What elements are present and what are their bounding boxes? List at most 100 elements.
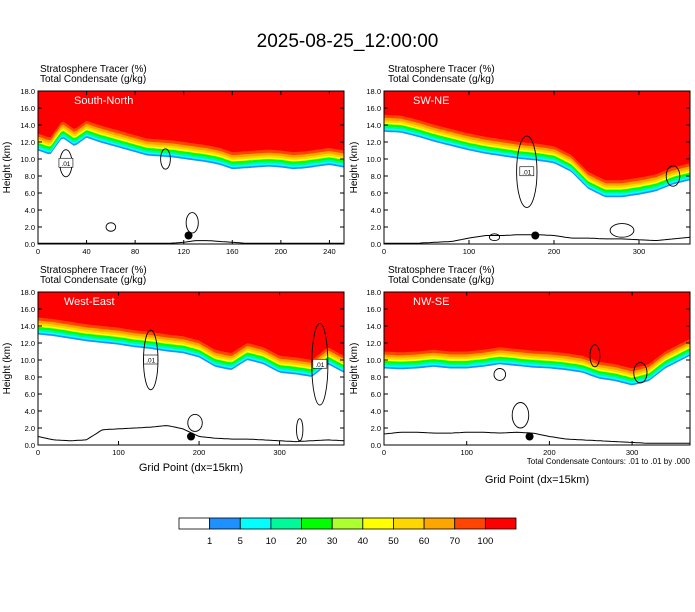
plot-area: .01 (38, 91, 344, 244)
y-tick-label: 16.0 (366, 305, 381, 314)
colorbar-level-label: 10 (266, 536, 277, 547)
terrain-line (384, 431, 690, 444)
condensate-contour (185, 212, 199, 234)
panel-header-line2: Total Condensate (g/kg) (388, 74, 494, 85)
y-tick-label: 6.0 (371, 390, 381, 399)
y-tick-label: 14.0 (366, 322, 381, 331)
y-tick-label: 2.0 (25, 424, 35, 433)
x-tick-label: 160 (226, 247, 239, 256)
panel-header-line1: Stratosphere Tracer (%) (40, 64, 147, 75)
y-axis-label: Height (km) (2, 142, 13, 194)
condensate-contour (160, 148, 171, 170)
terrain-line (38, 240, 344, 244)
plot-frame (37, 90, 345, 245)
y-tick-label: 8.0 (371, 172, 381, 181)
plot-area (384, 292, 690, 444)
colorbar-swatch (484, 517, 517, 530)
x-tick-label: 0 (36, 247, 40, 256)
y-tick-label: 8.0 (25, 373, 35, 382)
y-tick-label: 6.0 (371, 189, 381, 198)
condensate-contour (493, 368, 507, 381)
y-tick-label: 4.0 (25, 206, 35, 215)
y-tick-label: 10.0 (20, 155, 35, 164)
contour-label: .01 (146, 358, 155, 365)
colorbar-level-label: 30 (327, 536, 338, 547)
x-tick-label: 100 (460, 448, 473, 457)
contour-label: .01 (522, 169, 531, 176)
y-tick-label: 18.0 (366, 87, 381, 96)
x-tick-label: 200 (193, 448, 206, 457)
y-tick-label: 18.0 (20, 288, 35, 297)
y-tick-label: 4.0 (371, 206, 381, 215)
colorbar-swatch (178, 517, 211, 530)
colorbar-swatch (423, 517, 456, 530)
colorbar-swatch (393, 517, 425, 530)
page-title: 2025-08-25_12:00:00 (256, 31, 439, 52)
y-tick-label: 16.0 (20, 305, 35, 314)
section-label: West-East (64, 296, 115, 308)
plot-frame (37, 291, 345, 446)
colorbar-level-label: 1 (207, 536, 212, 547)
x-tick-label: 0 (36, 448, 40, 457)
y-tick-label: 10.0 (20, 356, 35, 365)
colorbar-level-label: 40 (358, 536, 369, 547)
y-tick-label: 18.0 (366, 288, 381, 297)
contour-note: Total Condensate Contours: .01 to .01 by… (527, 457, 691, 466)
x-tick-label: 0 (382, 247, 386, 256)
y-tick-label: 0.0 (25, 240, 35, 249)
colorbar-level-label: 5 (238, 536, 243, 547)
colorbar-swatch (270, 517, 302, 530)
y-tick-label: 10.0 (366, 356, 381, 365)
colorbar-swatch (301, 517, 333, 530)
plot-frame (383, 90, 691, 245)
y-tick-label: 2.0 (371, 424, 381, 433)
y-tick-label: 4.0 (25, 407, 35, 416)
location-marker (525, 432, 534, 441)
x-tick-label: 240 (323, 247, 336, 256)
panel-header-line2: Total Condensate (g/kg) (40, 74, 146, 85)
contour-label: .01 (315, 362, 324, 369)
tracer-band (38, 292, 344, 360)
x-axis-label-left: Grid Point (dx=15km) (139, 462, 243, 474)
x-tick-label: 200 (543, 448, 556, 457)
x-tick-label: 100 (463, 247, 476, 256)
x-tick-label: 300 (633, 247, 646, 256)
y-tick-label: 16.0 (20, 104, 35, 113)
colorbar-level-label: 70 (449, 536, 460, 547)
y-tick-label: 2.0 (25, 223, 35, 232)
x-tick-label: 40 (82, 247, 90, 256)
colorbar-swatch (454, 517, 486, 530)
x-tick-label: 200 (275, 247, 288, 256)
panel-nw-se: Stratosphere Tracer (%) Total Condensate… (349, 265, 691, 457)
colorbar-swatch (362, 517, 394, 530)
contour-label-box (519, 166, 535, 177)
condensate-contour (609, 223, 635, 238)
location-marker (531, 231, 540, 240)
y-tick-label: 12.0 (366, 138, 381, 147)
y-axis-label: Height (km) (349, 343, 360, 395)
y-tick-label: 16.0 (366, 104, 381, 113)
condensate-contour (665, 165, 681, 187)
y-axis-label: Height (km) (349, 142, 360, 194)
y-tick-label: 18.0 (20, 87, 35, 96)
contour-label-box (58, 157, 74, 168)
y-tick-label: 2.0 (371, 223, 381, 232)
plot-frame (383, 291, 691, 446)
y-tick-label: 14.0 (366, 121, 381, 130)
panel-sw-ne: Stratosphere Tracer (%) Total Condensate… (349, 64, 691, 256)
condensate-contour (105, 222, 117, 232)
y-tick-label: 14.0 (20, 121, 35, 130)
tracer-band (384, 91, 690, 181)
x-tick-label: 300 (626, 448, 639, 457)
condensate-contour (516, 135, 538, 208)
y-tick-label: 8.0 (25, 172, 35, 181)
y-tick-label: 0.0 (371, 441, 381, 450)
tracer-band (384, 292, 690, 369)
condensate-contour (488, 233, 501, 242)
y-tick-label: 12.0 (20, 138, 35, 147)
condensate-contour (311, 323, 329, 406)
condensate-contour (589, 344, 601, 368)
y-tick-label: 10.0 (366, 155, 381, 164)
colorbar-level-label: 20 (296, 536, 307, 547)
